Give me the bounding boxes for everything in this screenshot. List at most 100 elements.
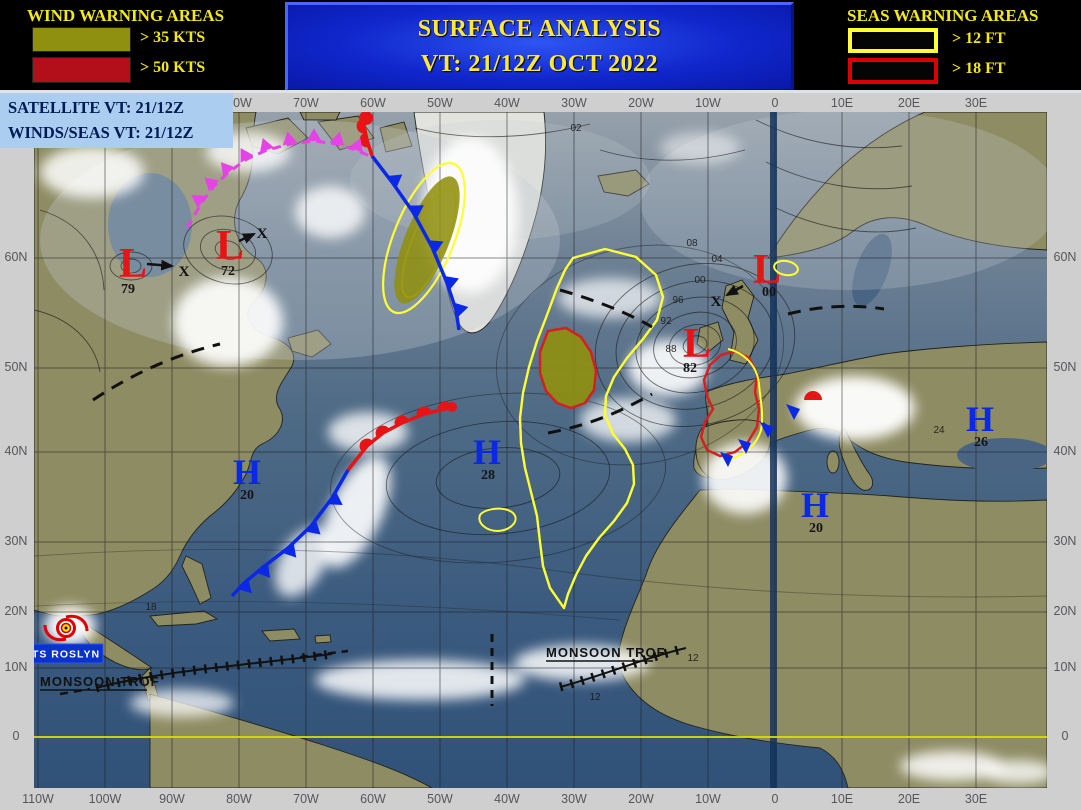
lon-label: 100W — [88, 792, 122, 806]
low-value: 00 — [762, 285, 776, 300]
land-scandinavia — [767, 112, 1047, 259]
low-center: L — [683, 321, 711, 367]
trough-lines — [59, 288, 885, 706]
wind-50kt-label: > 50 KTS — [140, 59, 206, 76]
seas-12ft-loop-south-azores — [478, 507, 517, 532]
lat-label: 50N — [1053, 360, 1077, 374]
low-value: 79 — [121, 282, 135, 297]
isobar-labels: 08 04 00 96 92 88 02 24 18 12 12 — [145, 123, 945, 703]
black-sea — [957, 438, 1047, 472]
lon-label: 20W — [628, 96, 654, 110]
lat-label: 40N — [4, 444, 28, 458]
title-panel: SURFACE ANALYSIS VT: 21/12Z OCT 2022 — [285, 2, 794, 92]
movement-x-markers: X X X — [179, 226, 722, 310]
svg-text:88: 88 — [665, 344, 677, 355]
low-center: L — [216, 223, 244, 269]
wind-35kt-swatch — [32, 27, 131, 52]
lat-label: 60N — [1053, 250, 1077, 264]
lat-label: 0 — [1061, 729, 1069, 743]
cold-front-fragments-europe — [720, 404, 800, 467]
monsoon-trough-west — [94, 649, 333, 693]
x-marker: X — [711, 294, 722, 310]
x-marker: X — [179, 264, 190, 280]
wind-35kt-seas-18ft-area-central — [538, 326, 598, 410]
lon-label: 0 — [771, 792, 779, 806]
land-puerto-rico — [314, 634, 332, 644]
lon-label: 90W — [159, 792, 185, 806]
lon-label: 30E — [964, 96, 988, 110]
warm-front-midatlantic — [346, 401, 457, 472]
winds-seas-vt: WINDS/SEAS VT: 21/12Z — [8, 122, 194, 142]
lon-label: 10E — [830, 792, 854, 806]
land-florida — [181, 555, 212, 605]
land-sardinia — [826, 450, 840, 474]
warm-front-blob — [359, 112, 373, 125]
svg-text:12: 12 — [687, 653, 699, 664]
lon-label: 0 — [771, 96, 779, 110]
lon-label: 60W — [360, 96, 386, 110]
lat-label: 30N — [1053, 534, 1077, 548]
high-center: H — [473, 432, 501, 472]
seas-18ft-swatch — [848, 58, 938, 84]
lon-label: 20W — [628, 792, 654, 806]
pressure-centers: L 79 L 72 L 82 L 00 H 20 H 28 H 20 H 26 — [119, 223, 994, 536]
wind-50kt-swatch — [32, 57, 131, 83]
header-bar: WIND WARNING AREAS > 35 KTS > 50 KTS SUR… — [0, 0, 1081, 92]
high-value: 20 — [240, 488, 254, 503]
page-title: SURFACE ANALYSIS — [417, 16, 662, 43]
lon-label: 110W — [22, 792, 54, 806]
lon-label: 20E — [897, 792, 921, 806]
motion-arrows — [146, 232, 744, 297]
high-value: 20 — [809, 521, 823, 536]
lon-label: 10W — [695, 96, 721, 110]
land-newfoundland — [287, 329, 332, 358]
lon-label: 30W — [561, 792, 587, 806]
svg-text:08: 08 — [686, 238, 698, 249]
land-hispaniola — [261, 628, 301, 642]
lon-label: 70W — [293, 792, 319, 806]
tropical-storm-icon — [43, 614, 89, 642]
valid-time: VT: 21/12Z OCT 2022 — [420, 51, 659, 77]
land-iceland — [597, 169, 650, 197]
land-north-america — [34, 112, 295, 617]
high-value: 28 — [481, 468, 495, 483]
lat-label: 60N — [4, 250, 28, 264]
high-center: H — [233, 452, 261, 492]
lon-label: 60W — [360, 792, 386, 806]
svg-text:18: 18 — [145, 602, 157, 613]
svg-text:24: 24 — [933, 425, 945, 436]
low-center: L — [119, 241, 147, 287]
seas-18ft-area-biscay — [699, 349, 761, 458]
lon-label: 80W — [226, 792, 252, 806]
lon-label: 20E — [897, 96, 921, 110]
lon-label: 10W — [695, 792, 721, 806]
storm-label-box: TS ROSLYN — [32, 643, 104, 664]
wind-legend-title: WIND WARNING AREAS — [27, 6, 225, 25]
cold-front-midatlantic — [230, 469, 350, 598]
svg-text:12: 12 — [589, 692, 601, 703]
lon-label: 30W — [561, 96, 587, 110]
lat-label: 10N — [1053, 660, 1077, 674]
header-divider — [0, 90, 1081, 93]
seas-legend-title: SEAS WARNING AREAS — [847, 6, 1039, 25]
monsoon-trof-labels: MONSOON TROF MONSOON TROF — [40, 645, 666, 691]
seas-12ft-label: > 12 FT — [952, 30, 1006, 47]
lat-label: 40N — [1053, 444, 1077, 458]
valid-time-info-box: SATELLITE VT: 21/12Z WINDS/SEAS VT: 21/1… — [0, 93, 233, 148]
satellite-vt: SATELLITE VT: 21/12Z — [8, 98, 185, 117]
storm-name: TS ROSLYN — [32, 649, 100, 661]
svg-text:00: 00 — [694, 275, 706, 286]
seas-12ft-loop-north-sea — [773, 259, 799, 277]
low-center: L — [753, 247, 781, 293]
lat-label: 50N — [4, 360, 28, 374]
x-marker: X — [257, 226, 268, 242]
lat-label: 10N — [4, 660, 28, 674]
lat-label: 20N — [4, 604, 28, 618]
svg-text:04: 04 — [711, 254, 723, 265]
lat-label: 0 — [12, 729, 20, 743]
svg-text:96: 96 — [672, 295, 684, 306]
land-africa — [618, 488, 1047, 788]
monsoon-trof-label-east: MONSOON TROF — [546, 645, 666, 660]
